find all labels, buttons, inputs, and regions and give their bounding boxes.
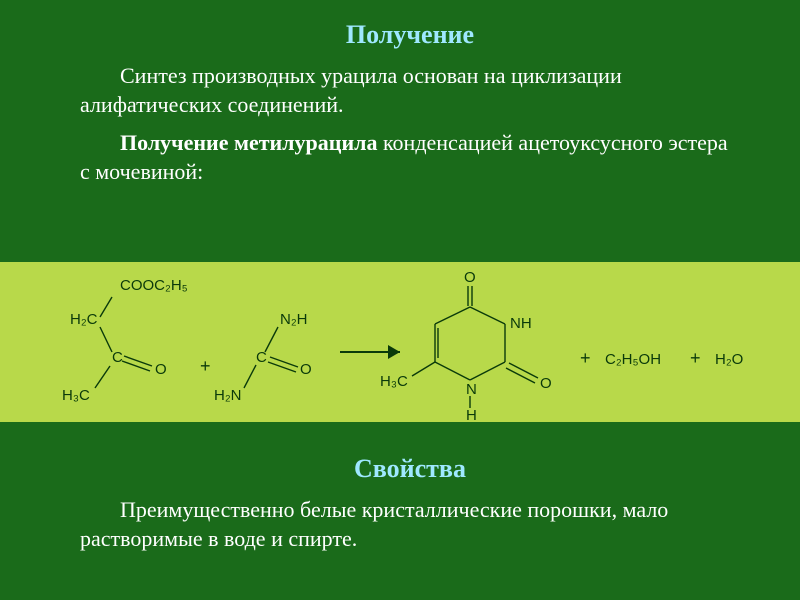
label-ring-n: N: [466, 381, 477, 398]
label-ring-h: H: [466, 407, 477, 422]
reaction-arrow: [340, 345, 400, 359]
label-cooc2h5: COOC₂H₅: [120, 277, 188, 294]
label-urea-c: C: [256, 349, 267, 366]
label-ring-nh: NH: [510, 315, 532, 332]
label-ring-o-right: O: [540, 375, 552, 392]
label-ethanol: C₂H₅OH: [605, 351, 661, 368]
label-n2h: N₂H: [280, 311, 308, 328]
label-c: C: [112, 349, 123, 366]
label-o: O: [155, 361, 167, 378]
reactant-urea: N₂H C O H₂N: [214, 311, 312, 404]
paragraph-2-head: Получение метилурацила: [120, 130, 377, 155]
reactant-ester: COOC₂H₅ H₂C C O H₃C: [62, 277, 188, 404]
paragraph-1: Синтез производных урацила основан на ци…: [80, 62, 740, 119]
content-after-reaction: Свойства Преимущественно белые кристалли…: [80, 436, 740, 563]
section-title: Получение: [80, 20, 740, 50]
label-urea-o: O: [300, 361, 312, 378]
label-h3c: H₃C: [62, 387, 90, 404]
paragraph-2: Получение метилурацила конденсацией ацет…: [80, 129, 740, 186]
label-water: H₂O: [715, 351, 743, 368]
label-h2n: H₂N: [214, 387, 242, 404]
section-subtitle: Свойства: [80, 454, 740, 484]
product-ring: O NH O N H H₃C: [380, 269, 552, 422]
label-h2c: H₂C: [70, 311, 98, 328]
label-ring-ch3: H₃C: [380, 373, 408, 390]
plus-1: +: [200, 356, 211, 376]
reaction-diagram: COOC₂H₅ H₂C C O H₃C + N₂H C O: [0, 262, 800, 422]
paragraph-3: Преимущественно белые кристаллические по…: [80, 496, 740, 553]
plus-2: +: [580, 348, 591, 368]
reaction-band: COOC₂H₅ H₂C C O H₃C + N₂H C O: [0, 262, 800, 422]
plus-3: +: [690, 348, 701, 368]
label-ring-o-top: O: [464, 269, 476, 286]
